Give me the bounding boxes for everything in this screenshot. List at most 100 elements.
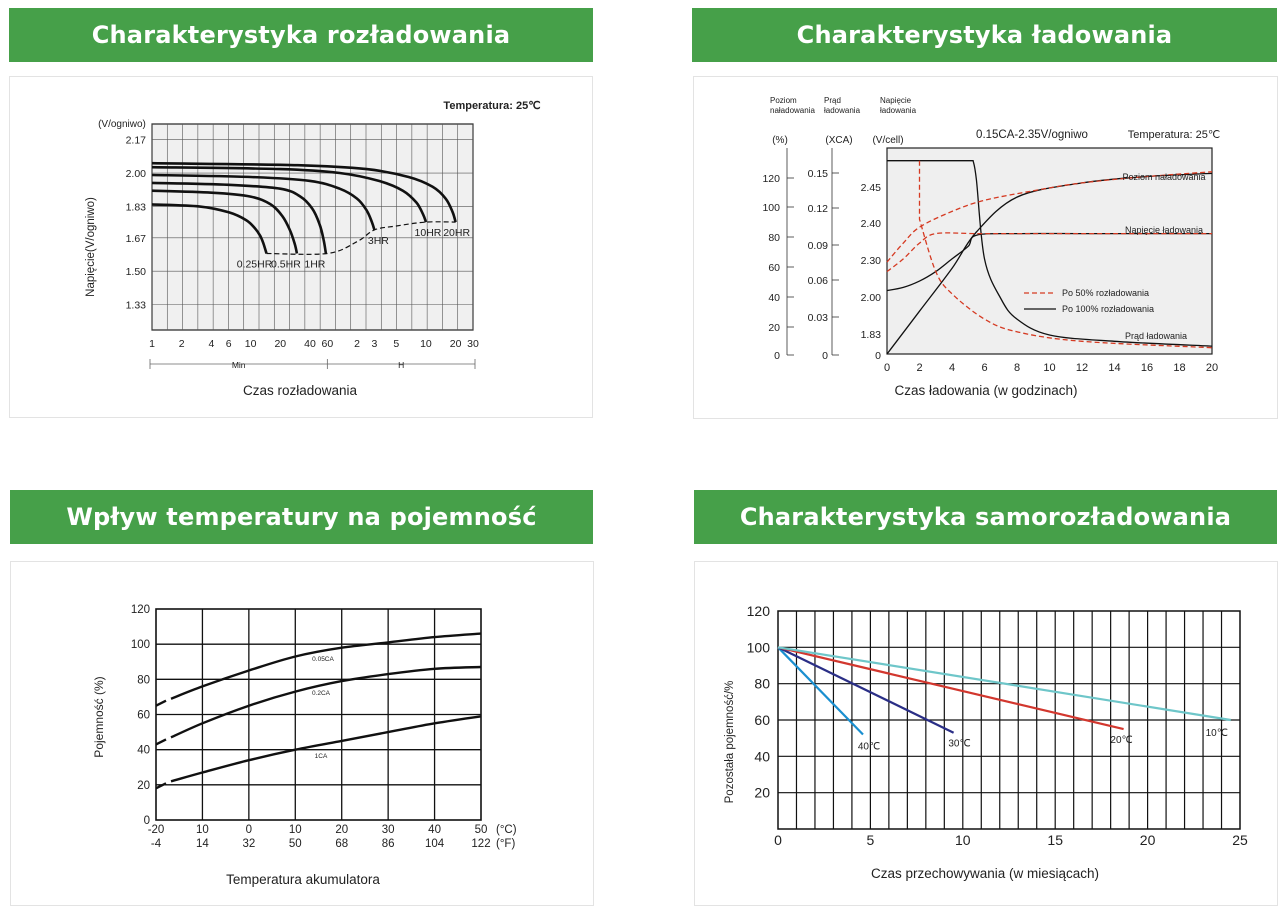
x-tick-label: 5 (393, 338, 399, 350)
y-unit-label: (V/ogniwo) (98, 119, 146, 130)
x-tick-label: 2 (916, 362, 922, 374)
x-tick-label: 25 (1232, 832, 1248, 848)
y-tick-label: 20 (137, 780, 150, 792)
charge-curve-current-100 (887, 160, 1213, 347)
temp-curve-start-1ca (155, 782, 167, 790)
x-tick-label-f: 86 (382, 838, 395, 850)
temp-curve-1ca (170, 715, 482, 783)
y-tick-label: 60 (137, 710, 150, 722)
x-tick-label-f: 104 (425, 838, 445, 850)
pct-tick-label: 60 (768, 262, 780, 274)
x-tick-label-c: 30 (382, 824, 395, 836)
discharge-label-0-25hr: 0.25HR (237, 258, 273, 270)
x-tick-label: 5 (867, 832, 875, 848)
x-tick-label: 30 (467, 338, 479, 350)
temp-label-0-05ca: 0.05CA (312, 656, 334, 663)
x-group-label-h: H (398, 360, 404, 370)
x-tick-label-f: 14 (196, 838, 209, 850)
x-tick-label: 6 (226, 338, 232, 350)
x-tick-label-f: 50 (289, 838, 302, 850)
y-tick-label: 40 (137, 745, 150, 757)
x-tick-label: 0 (884, 362, 890, 374)
axis-header-word: ładowania (824, 106, 861, 115)
x-tick-label: 20 (1140, 832, 1156, 848)
selfdischarge-line-40 (777, 646, 864, 736)
x-group-label-min: Min (232, 360, 246, 370)
x-tick-label: 20 (274, 338, 286, 350)
pct-tick-label: 120 (762, 173, 780, 185)
pct-tick-label: 20 (768, 322, 780, 334)
x-tick-label-f: -4 (151, 838, 162, 850)
volt-axis-unit: (V/cell) (872, 135, 903, 146)
x-tick-label: 2 (354, 338, 360, 350)
charge-curve-current-50 (918, 160, 1213, 349)
x-tick-label-f: 122 (471, 838, 490, 850)
axis-header-word: ładowania (880, 106, 917, 115)
volt-tick-label: 1.83 (861, 329, 882, 341)
x-tick-label-f: 32 (242, 838, 255, 850)
x-tick-label: 10 (245, 338, 257, 350)
y-tick-label: 1.33 (126, 299, 147, 311)
selfdischarge-label-30: 30℃ (948, 739, 970, 750)
y-axis-title: Pojemność (%) (92, 676, 106, 757)
temperature-card: 120 100 80 60 40 20 0 -20 -4 10 14 0 32 10 50 20 68 30 86 4… (10, 561, 594, 906)
x-tick-label: 20 (1206, 362, 1218, 374)
discharge-label-20hr: 20HR (443, 227, 470, 239)
volt-tick-label: 2.30 (861, 255, 882, 267)
y-tick-label: 120 (131, 604, 150, 616)
xca-axis-unit: (XCA) (825, 135, 852, 146)
charge-curve-level-50 (886, 171, 1213, 263)
x-tick-label: 8 (1014, 362, 1020, 374)
y-tick-label: 1.50 (126, 266, 147, 278)
pct-tick-label: 0 (774, 350, 780, 362)
x-tick-label: 10 (1043, 362, 1055, 374)
temperature-title: Wpływ temperatury na pojemność (10, 490, 593, 544)
selfdischarge-line-30 (777, 646, 955, 734)
discharge-card: 2.17 2.00 1.83 1.67 1.50 1.33 1 2 4 6 10 20 40 60 2 3 5 1… (9, 76, 593, 418)
discharge-curve-0-5hr (151, 189, 299, 254)
charge-title: Charakterystyka ładowania (692, 8, 1277, 62)
x-tick-label-c: 40 (428, 824, 441, 836)
y-tick-label: 0 (144, 815, 150, 827)
x-tick-label: 16 (1141, 362, 1153, 374)
discharge-curve-20hr (151, 161, 457, 223)
selfdischarge-line-20 (777, 646, 1124, 731)
y-tick-label: 120 (747, 603, 771, 619)
discharge-curve-10hr (151, 165, 428, 223)
x-tick-label: 0 (774, 832, 782, 848)
temp-label-0-2ca: 0.2CA (312, 690, 331, 697)
volt-tick-label: 2.45 (861, 182, 882, 194)
x-axis-title: Czas przechowywania (w miesiącach) (871, 866, 1099, 881)
x-tick-label-c: 50 (475, 824, 488, 836)
discharge-curve-3hr (151, 173, 376, 231)
volt-tick-label: 2.00 (861, 292, 882, 304)
discharge-label-3hr: 3HR (368, 235, 389, 247)
selfdischarge-chart: 120 100 80 60 40 20 0 5 10 15 20 25 Czas przechowywa… (724, 603, 1248, 881)
volt-tick-label: 0 (875, 350, 881, 362)
y-tick-label: 80 (137, 674, 150, 686)
charge-condition-label: 0.15CA-2.35V/ogniwo (976, 129, 1088, 141)
axis-header-word: Prąd (824, 96, 841, 105)
y-tick-label: 80 (754, 676, 770, 692)
selfdischarge-label-20: 20℃ (1110, 735, 1132, 746)
plot-area (886, 147, 1213, 355)
x-tick-label-f: 68 (335, 838, 348, 850)
xca-tick-label: 0 (822, 350, 828, 362)
x-tick-label-c: 10 (289, 824, 302, 836)
legend-label-50: Po 50% rozładowania (1062, 288, 1149, 298)
y-axis-title: Napięcie(V/ogniwo) (85, 197, 97, 297)
axis-header-word: naładowania (770, 106, 815, 115)
pct-tick-label: 40 (768, 292, 780, 304)
xca-tick-label: 0.06 (808, 275, 829, 287)
x-tick-label: 4 (208, 338, 214, 350)
discharge-title: Charakterystyka rozładowania (9, 8, 593, 62)
x-tick-label: 14 (1108, 362, 1120, 374)
x-tick-label: 18 (1173, 362, 1185, 374)
pct-tick-label: 100 (762, 202, 780, 214)
x-tick-label-c: 0 (246, 824, 252, 836)
x-tick-label: 2 (179, 338, 185, 350)
x-tick-label: 3 (371, 338, 377, 350)
x-unit-f: (°F) (496, 838, 515, 850)
x-axis-title: Czas rozładowania (243, 383, 358, 398)
x-tick-label: 40 (304, 338, 316, 350)
